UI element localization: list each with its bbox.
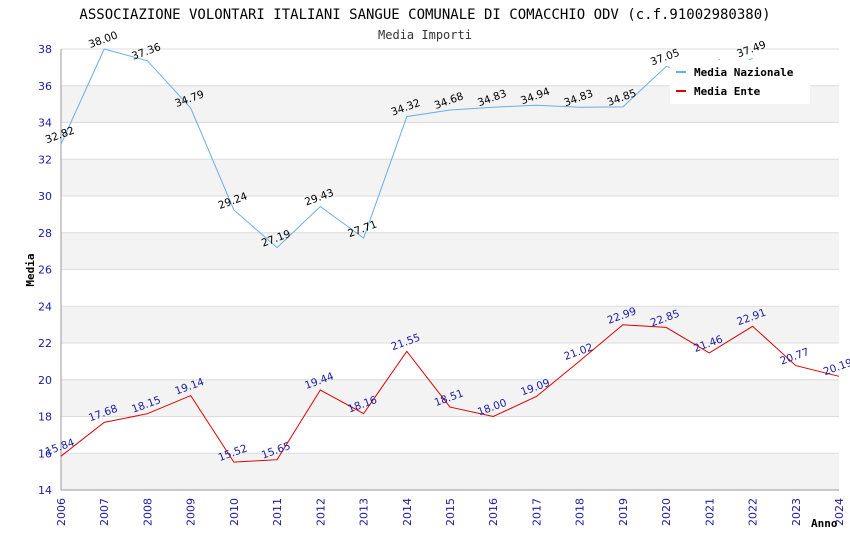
x-tick-label: 2008: [141, 498, 154, 526]
x-tick-label: 2011: [271, 498, 284, 526]
y-tick-label: 28: [38, 227, 52, 240]
legend: Media Nazionale Media Ente: [670, 60, 810, 104]
x-tick-labels: 2006 2007 2008 2009 2010 2011 2012 2013 2014 2015…: [55, 498, 846, 526]
y-tick-labels: 14 16 18 20 22 24 26 28 30 32 34 36 38: [38, 43, 52, 497]
x-axis-label: Anno: [811, 517, 838, 530]
x-tick-label: 2007: [98, 498, 111, 526]
y-tick-label: 30: [38, 190, 52, 203]
x-tick-label: 2019: [617, 498, 630, 526]
y-tick-label: 22: [38, 337, 52, 350]
grid-band: [61, 453, 839, 490]
x-tick-label: 2006: [55, 498, 68, 526]
x-tick-label: 2022: [747, 498, 760, 526]
grid-band: [61, 232, 839, 270]
y-tick-label: 14: [38, 484, 52, 497]
x-tick-label: 2013: [358, 498, 371, 526]
x-tick-label: 2018: [574, 498, 587, 526]
y-tick-label: 24: [38, 300, 52, 313]
grid-bands: [61, 85, 839, 490]
series-line-media-ente: [60, 324, 840, 463]
x-tick-label: 2021: [703, 498, 716, 526]
data-label: 37.36: [130, 41, 163, 63]
x-tick-label: 2017: [530, 498, 543, 526]
y-axis-label: Media: [24, 253, 37, 286]
x-tick-label: 2023: [790, 498, 803, 526]
y-tick-label: 32: [38, 153, 52, 166]
y-tick-label: 18: [38, 411, 52, 424]
x-tick-label: 2010: [228, 498, 241, 526]
x-tick-label: 2015: [444, 498, 457, 526]
y-tick-label: 38: [38, 43, 52, 56]
x-tick-label: 2016: [487, 498, 500, 526]
y-tick-label: 36: [38, 80, 52, 93]
y-tick-label: 26: [38, 264, 52, 277]
grid-band: [61, 159, 839, 196]
x-tick-label: 2020: [660, 498, 673, 526]
x-tick-label: 2024: [833, 498, 846, 526]
legend-box: [670, 60, 810, 104]
data-label: 37.49: [735, 39, 767, 61]
y-tick-label: 16: [38, 447, 52, 460]
legend-entry: Media Ente: [694, 85, 761, 98]
x-tick-label: 2014: [401, 498, 414, 526]
chart-subtitle: Media Importi: [378, 28, 472, 42]
series-line-media-nazionale: [60, 48, 753, 249]
x-tick-label: 2012: [314, 498, 327, 526]
chart-title: ASSOCIAZIONE VOLONTARI ITALIANI SANGUE C…: [79, 7, 770, 23]
grid-band: [61, 306, 839, 343]
series-lines: [60, 48, 840, 463]
data-label: 38.00: [87, 29, 119, 51]
y-tick-label: 20: [38, 374, 52, 387]
grid-band: [61, 379, 839, 417]
grid-lines: [61, 48, 839, 491]
y-tick-label: 34: [38, 117, 52, 130]
data-label: 21.02: [562, 341, 594, 363]
legend-entry: Media Nazionale: [694, 66, 794, 79]
data-label: 20.19: [822, 357, 850, 379]
x-tick-label: 2009: [185, 498, 198, 526]
axes: [60, 49, 839, 491]
